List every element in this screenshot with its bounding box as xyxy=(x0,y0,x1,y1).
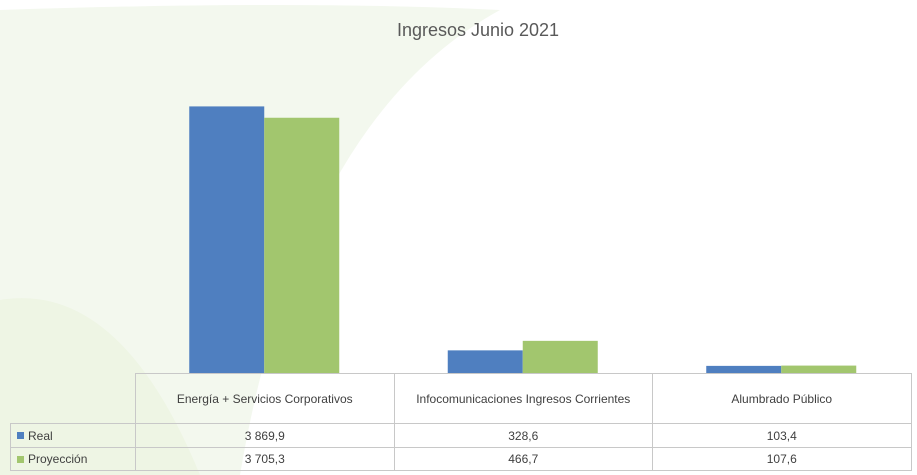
table-value: 3 869,9 xyxy=(135,423,395,448)
table-value: 3 705,3 xyxy=(135,447,395,471)
chart-title: Ingresos Junio 2021 xyxy=(397,20,559,40)
legend-key xyxy=(17,455,24,463)
table-value: 107,6 xyxy=(652,447,912,471)
table-value: 466,7 xyxy=(393,447,653,471)
background-swoosh xyxy=(0,298,200,475)
legend-label: Real xyxy=(28,428,53,443)
bar xyxy=(447,350,523,373)
bar xyxy=(264,117,340,373)
bar xyxy=(706,365,782,373)
legend-label: Proyección xyxy=(28,452,88,466)
category-header: Energía + Servicios Corporativos xyxy=(135,373,395,424)
category-header: Infocomunicaciones Ingresos Corrientes xyxy=(393,373,653,424)
category-header: Alumbrado Público xyxy=(652,373,912,424)
legend-key xyxy=(17,432,24,439)
table-value: 103,4 xyxy=(652,423,912,448)
legend-entry: Real xyxy=(10,423,136,448)
table-value: 328,6 xyxy=(393,423,653,448)
bar xyxy=(522,340,598,373)
legend-entry: Proyección xyxy=(10,447,136,471)
bar xyxy=(189,106,265,373)
bar xyxy=(781,365,857,373)
